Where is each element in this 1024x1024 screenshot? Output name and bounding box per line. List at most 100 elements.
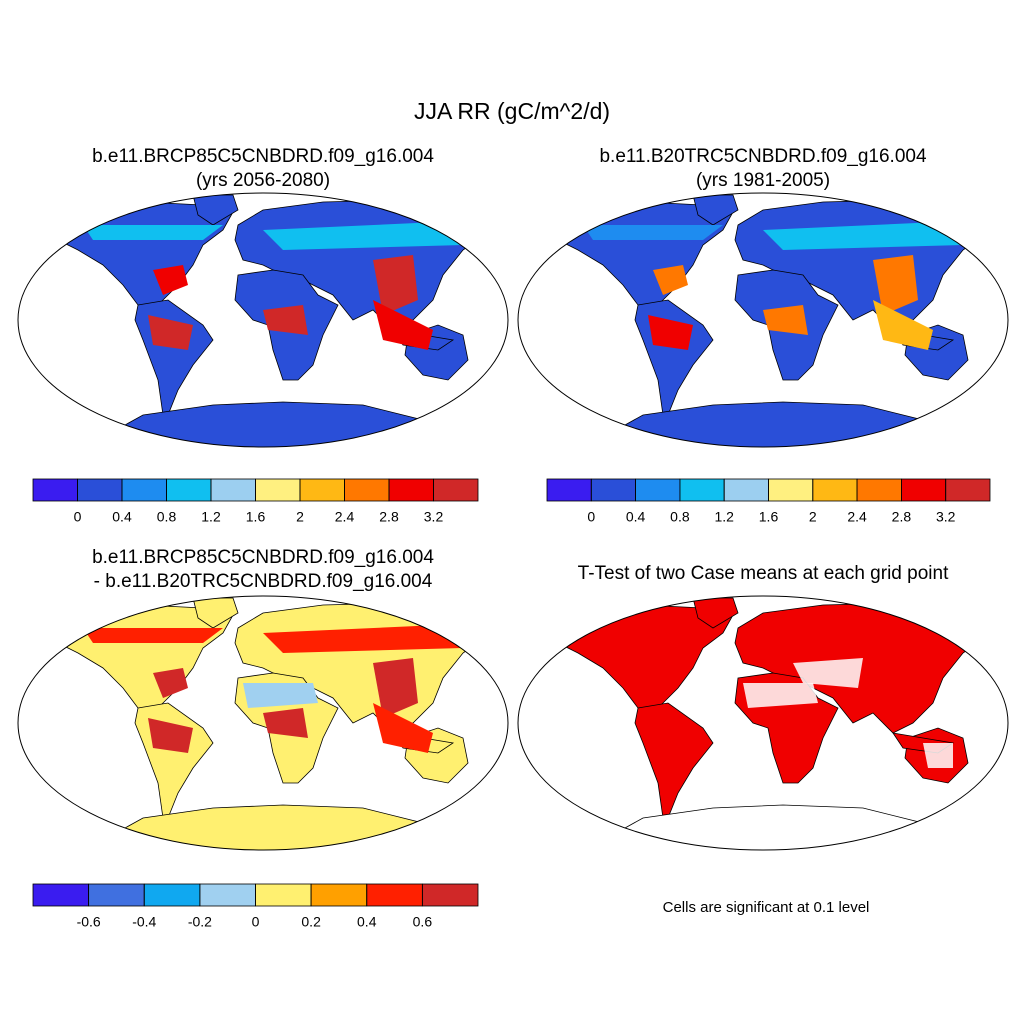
colorbar-tick-label: 1.2 (714, 509, 734, 525)
colorbar-tick-label: -0.6 (77, 914, 101, 930)
colorbar-tick-label: 0.8 (157, 509, 177, 525)
continent (692, 597, 739, 629)
field-region (263, 708, 308, 738)
colorbar-box (299, 478, 345, 502)
field-region (373, 658, 418, 718)
colorbar-box (255, 478, 301, 502)
field-region (243, 683, 318, 708)
colorbar-box (388, 478, 434, 502)
colorbar-box (344, 478, 390, 502)
colorbar-box (166, 478, 212, 502)
colorbar-box (199, 883, 256, 907)
colorbar-box (121, 478, 167, 502)
map-content (57, 597, 499, 850)
insignificant-region (743, 683, 818, 708)
colorbar-box (32, 883, 90, 907)
colorbar-tick-label: 0.4 (626, 509, 646, 525)
colorbar-box (768, 478, 814, 502)
field-region (263, 220, 483, 250)
colorbar-tick-label: 1.6 (759, 509, 779, 525)
insignificant-region (793, 658, 863, 688)
panel-title: T-Test of two Case means at each grid po… (578, 563, 949, 584)
colorbar-box (901, 478, 947, 502)
colorbar-tick-label: 1.6 (246, 509, 266, 525)
field-region (263, 623, 483, 653)
colorbar-box (32, 478, 78, 502)
insignificant-region (923, 743, 953, 768)
map-border (17, 192, 509, 448)
colorbar-box (635, 478, 681, 502)
panel-title: b.e11.B20TRC5CNBDRD.f09_g16.004 (599, 146, 926, 167)
colorbar-box (723, 478, 769, 502)
map (17, 595, 509, 851)
colorbar-box (77, 478, 123, 502)
field-region (83, 225, 223, 240)
colorbar-tick-label: -0.4 (132, 914, 156, 930)
continent (192, 597, 239, 629)
field-region (148, 718, 193, 753)
map-border (517, 595, 1009, 851)
field-region (873, 300, 933, 350)
map (517, 192, 1009, 448)
field-region (148, 315, 193, 350)
colorbar-tick-label: 0 (74, 509, 82, 525)
colorbar-box (421, 883, 479, 907)
continent (692, 194, 739, 226)
colorbar-tick-label: 0 (252, 914, 260, 930)
colorbar-box (433, 478, 479, 502)
panel-note: Cells are significant at 0.1 level (663, 899, 870, 916)
panel-title: - b.e11.B20TRC5CNBDRD.f09_g16.004 (94, 571, 433, 592)
colorbar-box (255, 883, 312, 907)
colorbar-tick-label: 3.2 (424, 509, 444, 525)
colorbar-tick-label: 2.8 (892, 509, 912, 525)
colorbar-tick-label: 0.2 (301, 914, 321, 930)
continent (557, 604, 734, 719)
colorbar-tick-label: 0.4 (357, 914, 377, 930)
colorbar-tick-label: 2 (296, 509, 304, 525)
map-border (17, 595, 509, 851)
colorbar-box (856, 478, 902, 502)
panel-title: b.e11.BRCP85C5CNBDRD.f09_g16.004 (92, 547, 434, 568)
field-region (653, 265, 688, 295)
field-region (153, 668, 188, 698)
colorbar-box (366, 883, 423, 907)
colorbar-box (143, 883, 201, 907)
colorbar-box (88, 883, 145, 907)
colorbar-box (546, 478, 592, 502)
map-content (557, 194, 999, 447)
colorbar-tick-label: 2 (809, 509, 817, 525)
colorbar-box (679, 478, 725, 502)
colorbar-box (812, 478, 858, 502)
colorbar-tick-label: 0 (587, 509, 595, 525)
field-region (83, 628, 223, 643)
field-region (373, 703, 433, 753)
panel-title: (yrs 1981-2005) (696, 170, 830, 191)
map (517, 595, 1009, 851)
continent (634, 702, 714, 819)
field-region (648, 315, 693, 350)
colorbar-tick-label: 3.2 (936, 509, 956, 525)
field-region (373, 300, 433, 350)
field-region (153, 265, 188, 295)
colorbar-tick-label: 2.4 (335, 509, 355, 525)
figure-title: JJA RR (gC/m^2/d) (414, 98, 610, 124)
colorbar-tick-label: 0.6 (413, 914, 433, 930)
panel-title: b.e11.BRCP85C5CNBDRD.f09_g16.004 (92, 146, 434, 167)
colorbar-box (590, 478, 636, 502)
field-region (263, 305, 308, 335)
field-region (763, 220, 983, 250)
colorbar-box (945, 478, 991, 502)
colorbar-tick-label: 2.8 (379, 509, 399, 525)
colorbar-tick-label: 0.8 (670, 509, 690, 525)
colorbar-box (310, 883, 368, 907)
panel-title: (yrs 2056-2080) (196, 170, 330, 191)
colorbar-tick-label: 1.2 (201, 509, 221, 525)
colorbar-tick-label: 2.4 (847, 509, 867, 525)
map-content (557, 597, 999, 850)
map-border (517, 192, 1009, 448)
continent (192, 194, 239, 226)
map (17, 192, 509, 448)
